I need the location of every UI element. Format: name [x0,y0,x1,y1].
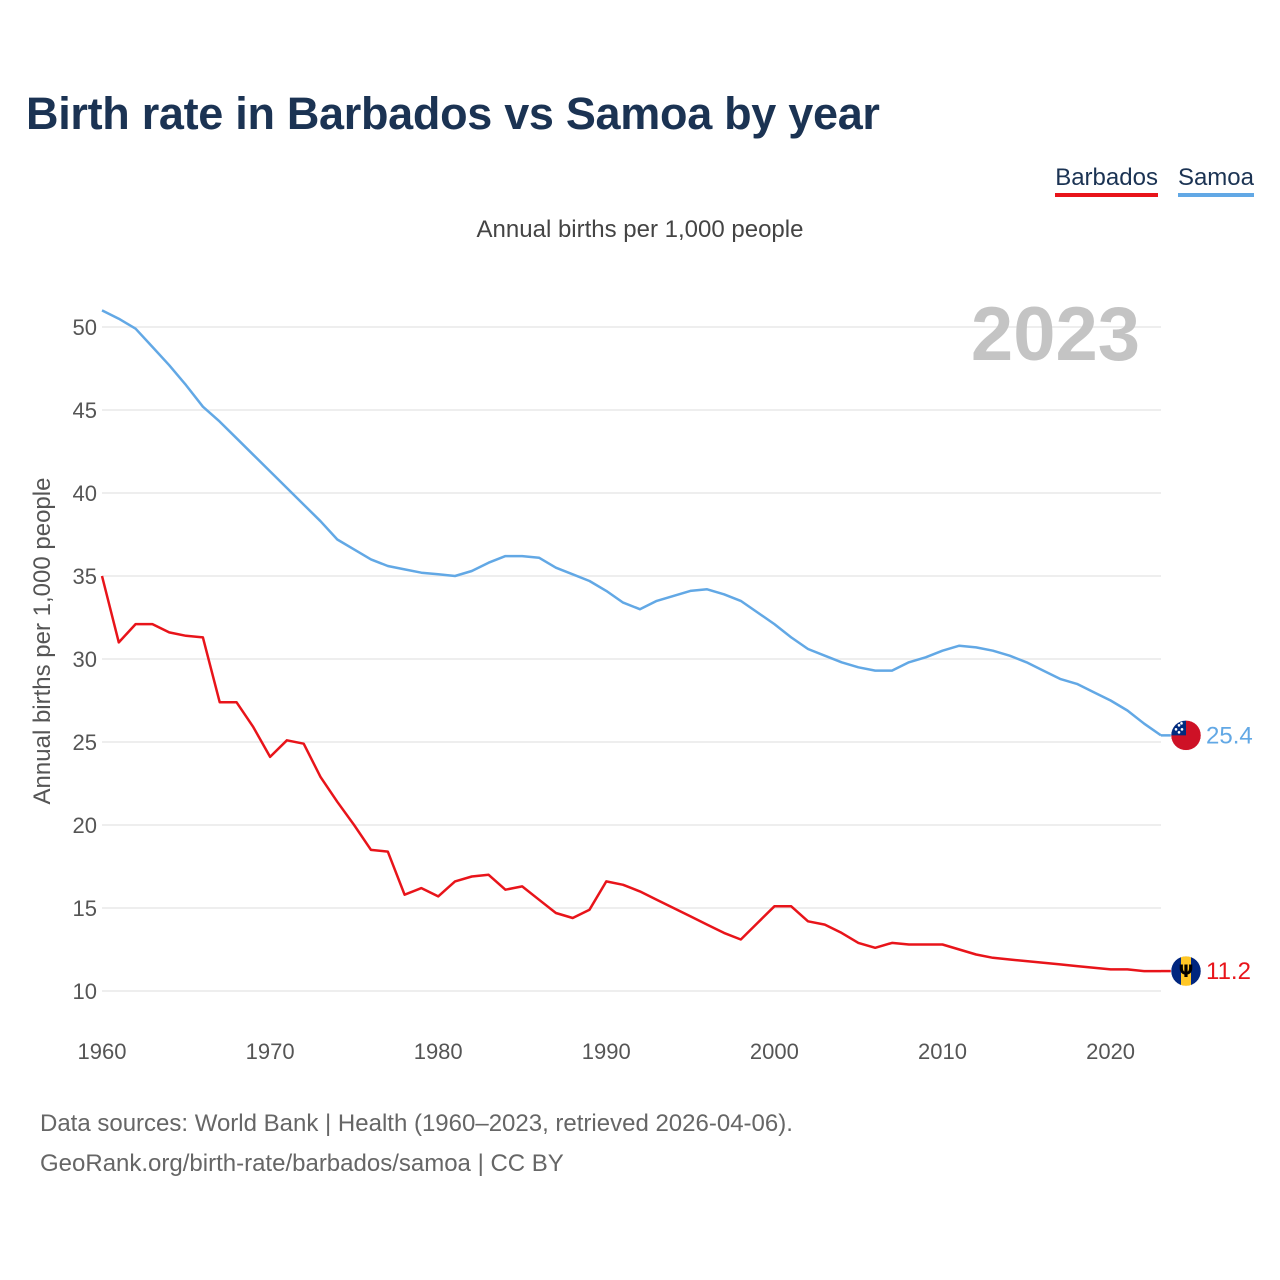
legend: Barbados Samoa [1055,164,1254,197]
legend-item-samoa[interactable]: Samoa [1177,164,1254,197]
y-axis-label: Annual births per 1,000 people [29,478,56,805]
y-gridlines: 10 15 20 25 30 35 40 45 50 [73,315,1161,1004]
series-line-barbados [100,575,1161,973]
footer-sources: Data sources: World Bank | Health (1960–… [40,1110,793,1137]
x-tick-label-2020: 2020 [1086,1039,1135,1064]
end-value-label-samoa: 25.4 [1206,722,1253,749]
x-tick-label-1980: 1980 [414,1039,463,1064]
chart-title: Birth rate in Barbados vs Samoa by year [26,88,880,139]
x-tick-label-1960: 1960 [78,1039,127,1064]
y-tick-label-50: 50 [73,315,97,340]
footer-link[interactable]: GeoRank.org/birth-rate/barbados/samoa | … [40,1150,564,1177]
y-tick-label-40: 40 [73,481,97,506]
y-tick-label-35: 35 [73,564,97,589]
barbados-flag-icon: Ψ [1171,956,1201,987]
chart-subtitle: Annual births per 1,000 people [476,216,804,243]
end-value-label-barbados: 11.2 [1206,958,1251,985]
series-samoa: 25.4 [101,309,1253,751]
y-tick-label-45: 45 [73,398,97,423]
line-chart: 10 15 20 25 30 35 40 45 50 1960 1970 1980 1990 2000 20… [29,292,1253,1064]
year-watermark: 2023 [971,292,1140,377]
footer: Data sources: World Bank | Health (1960–… [40,1104,793,1184]
y-tick-label-30: 30 [73,647,97,672]
samoa-flag-icon [1171,720,1201,751]
y-tick-label-15: 15 [73,896,97,921]
series-line-samoa [101,309,1162,737]
y-tick-label-10: 10 [73,979,97,1004]
y-tick-label-20: 20 [73,813,97,838]
x-tick-label-2010: 2010 [918,1039,967,1064]
legend-item-barbados[interactable]: Barbados [1055,164,1158,197]
y-tick-label-25: 25 [73,730,97,755]
series-barbados: Ψ 11.2 [100,575,1251,987]
x-tick-label-1970: 1970 [246,1039,295,1064]
x-tick-label-1990: 1990 [582,1039,631,1064]
x-tick-label-2000: 2000 [750,1039,799,1064]
svg-text:Ψ: Ψ [1179,962,1193,982]
